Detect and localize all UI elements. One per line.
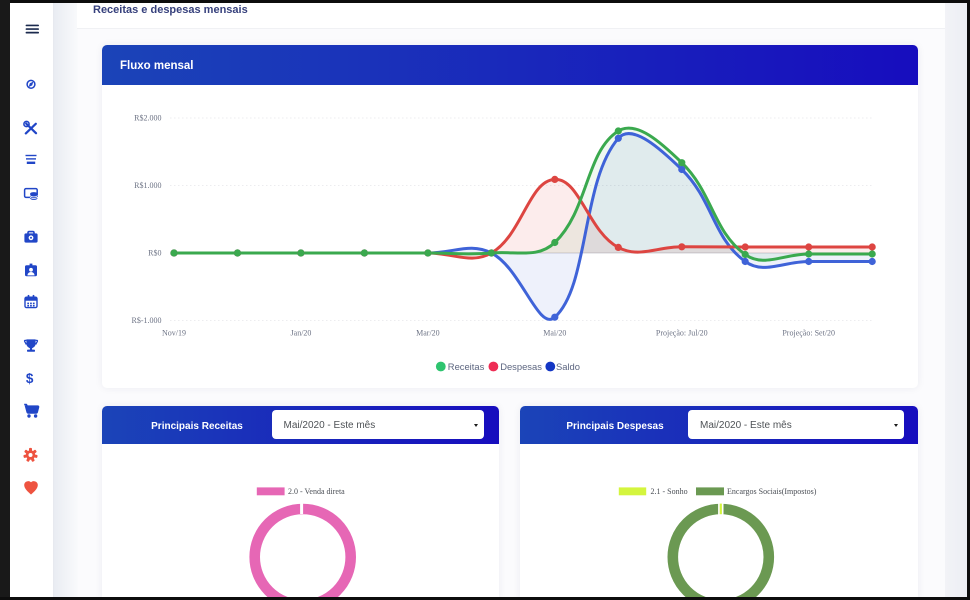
svg-text:R$2.000: R$2.000 — [134, 114, 161, 123]
svg-text:Jan/20: Jan/20 — [291, 329, 312, 338]
svg-text:R$-1.000: R$-1.000 — [132, 316, 162, 325]
svg-text:Encargos Sociais(Impostos): Encargos Sociais(Impostos) — [727, 487, 817, 496]
svg-text:R$0: R$0 — [148, 249, 161, 258]
svg-text:2.0 - Venda direta: 2.0 - Venda direta — [288, 487, 345, 496]
svg-text:Receitas: Receitas — [448, 361, 485, 372]
svg-text:$: $ — [26, 371, 34, 386]
svg-text:Saldo: Saldo — [556, 361, 580, 372]
svg-text:R$1.000: R$1.000 — [134, 181, 161, 190]
svg-text:Despesas: Despesas — [500, 361, 542, 372]
svg-text:2.1 - Sonho: 2.1 - Sonho — [651, 487, 688, 496]
svg-text:Projeção: Set/20: Projeção: Set/20 — [782, 329, 835, 338]
svg-text:Projeção: Jul/20: Projeção: Jul/20 — [656, 329, 708, 338]
svg-text:Mai/20: Mai/20 — [543, 329, 566, 338]
svg-text:Mar/20: Mar/20 — [416, 329, 440, 338]
svg-text:Nov/19: Nov/19 — [162, 329, 186, 338]
